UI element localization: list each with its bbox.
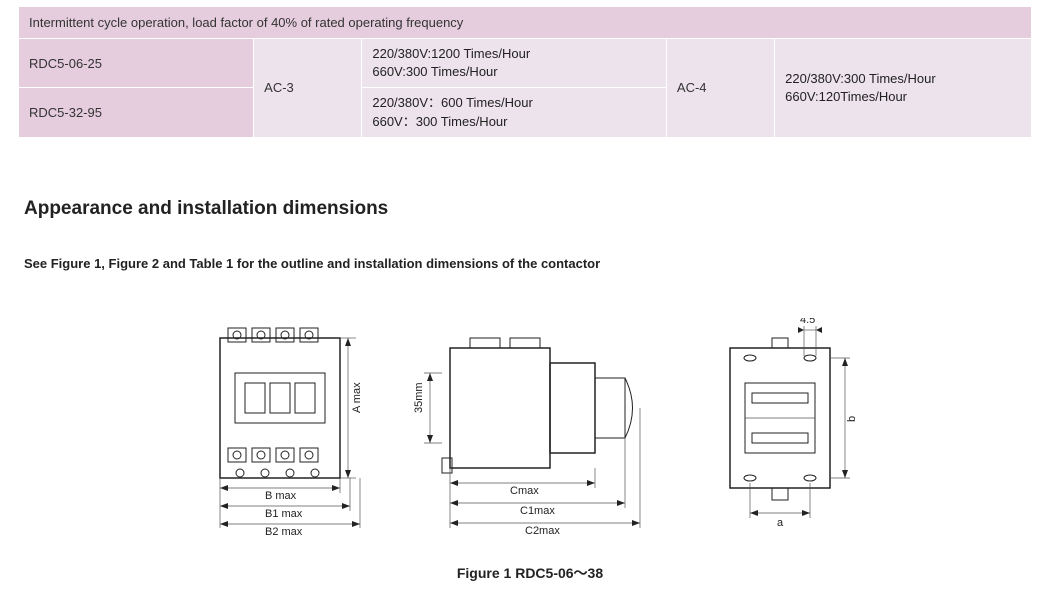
table-row: RDC5-06-25 AC-3 220/380V:1200 Times/Hour… [19,39,1032,88]
dim-C: Cmax [510,485,539,497]
ac3-data: 220/380V：600 Times/Hour 660V：300 Times/H… [362,88,667,137]
dim-A: A max [351,382,363,413]
dim-B: B max [265,490,297,502]
dim-C2: C2max [525,525,560,537]
dim-hole: 4.5 [800,318,815,326]
section-subtitle: See Figure 1, Figure 2 and Table 1 for t… [24,256,1060,271]
dim-B1: B1 max [265,508,303,520]
figure-row: A max B max B1 max B2 max [180,318,880,538]
front-svg: A max B max B1 max B2 max [180,318,380,538]
table-header: Intermittent cycle operation, load facto… [19,7,1032,39]
figure-side-view: 35mm Cmax C1max C2max [410,318,670,538]
dim-b: b [846,416,858,422]
ac3-label: AC-3 [254,39,362,138]
model-cell: RDC5-06-25 [19,39,254,88]
figure-front-view: A max B max B1 max B2 max [180,318,380,538]
dim-35mm: 35mm [413,382,425,413]
dim-C1: C1max [520,505,555,517]
dim-B2: B2 max [265,526,303,538]
spec-table: Intermittent cycle operation, load facto… [18,6,1032,138]
back-svg: 4.5 b a [700,318,880,538]
figure-caption: Figure 1 RDC5-06～38 [0,563,1060,583]
dim-a: a [777,517,784,529]
ac4-data: 220/380V:300 Times/Hour 660V:120Times/Ho… [775,39,1032,138]
figure-back-view: 4.5 b a [700,318,880,538]
model-cell: RDC5-32-95 [19,88,254,137]
ac4-label: AC-4 [666,39,774,138]
ac3-data: 220/380V:1200 Times/Hour 660V:300 Times/… [362,39,667,88]
table-header-row: Intermittent cycle operation, load facto… [19,7,1032,39]
side-svg: 35mm Cmax C1max C2max [410,318,670,538]
section-title: Appearance and installation dimensions [24,198,1060,220]
